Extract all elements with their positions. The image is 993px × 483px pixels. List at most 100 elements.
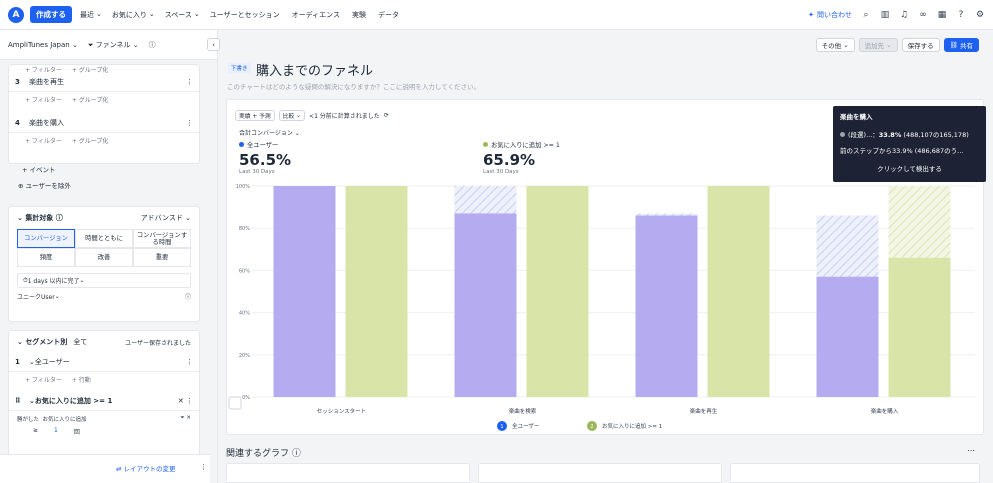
apps-icon[interactable]: ▦ xyxy=(937,10,947,20)
segment-action-link[interactable]: + 行動 xyxy=(71,376,91,384)
main-panel: その他 ⌄ 追加先 ⌄ 保存する ⛓ 共有 下書き 購入までのファネル このチャ… xyxy=(224,30,985,483)
save-button[interactable]: 保存する xyxy=(901,38,940,52)
more-icon[interactable]: ⋯ xyxy=(967,446,975,455)
advanced-dropdown[interactable]: アドバンスド ⌄ xyxy=(140,214,191,222)
add-group-link[interactable]: + グループ化 xyxy=(71,96,109,104)
compare-select[interactable]: 比較 ⌄ xyxy=(278,110,306,121)
chevron-down-icon: ⌄ xyxy=(96,9,102,18)
segment-title: セグメント別 xyxy=(25,338,68,346)
search-icon[interactable]: ⌕ xyxy=(863,10,869,20)
metric-select[interactable]: 合計コンバージョン ⌄ xyxy=(239,130,300,137)
x-tick-label: 楽曲を再生 xyxy=(690,407,718,415)
chart-tooltip: 楽曲を購入 (段選)...：33.8% (488,107の165,178) 前の… xyxy=(833,106,986,182)
display-mode-select[interactable]: 実績 + 予測 xyxy=(235,110,275,121)
bar xyxy=(454,213,517,397)
chevron-down-icon: ⌄ xyxy=(148,9,155,18)
nav-item[interactable]: スペース xyxy=(164,10,192,19)
refresh-icon[interactable]: ⟳ xyxy=(383,112,389,119)
aggregation-card: ⌄ 集計対象 ⓘ アドバンスド ⌄ コンバージョン 時間とともに コンバージョンする時… xyxy=(8,206,200,322)
nav-item[interactable]: 実験 xyxy=(352,10,367,19)
page-title[interactable]: 購入までのファネル xyxy=(256,64,374,79)
legend-marker xyxy=(587,421,597,431)
draft-badge: 下書き xyxy=(228,63,251,73)
y-tick-label: 40% xyxy=(239,311,250,317)
tooltip-title: 楽曲を購入 xyxy=(840,113,873,121)
event-step-3[interactable]: 3 楽曲を再生 ⋮ xyxy=(9,73,199,92)
related-charts-title: 関連するグラフ ⓘ xyxy=(226,449,301,459)
legend-label: お気に入りに追加 >= 1 xyxy=(602,422,662,430)
tab-frequency[interactable]: 頻度 xyxy=(17,248,75,267)
x-tick-label: セッションスタート xyxy=(317,407,366,415)
nav-item[interactable]: お気に入り xyxy=(111,10,147,19)
add-filter-link[interactable]: + フィルター xyxy=(25,137,62,145)
y-tick-label: 0% xyxy=(242,395,250,401)
create-button[interactable]: 作成する xyxy=(30,6,72,23)
info-icon[interactable]: ⓘ xyxy=(148,40,156,49)
event-step-4[interactable]: 4 楽曲を購入 ⋮ xyxy=(9,114,199,133)
segment-row-2[interactable]: ⠿ ⌄ お気に入りに追加 >= 1 ✕ ⋮ xyxy=(9,392,199,411)
bell-icon[interactable]: ♫ xyxy=(899,10,909,20)
tooltip-line1: (段選)...：33.8% (488,107の165,178) xyxy=(840,129,979,139)
nav-item[interactable]: オーディエンス xyxy=(291,10,341,19)
legend-number: 2 xyxy=(590,424,593,430)
segment-all-dropdown[interactable]: 全て xyxy=(73,338,88,346)
sparkle-icon: ✦ xyxy=(808,11,814,19)
link-icon[interactable]: ∞ xyxy=(919,10,927,20)
more-icon: ⋮ xyxy=(186,78,193,86)
sidebar: AmpliTunes Japan ⌄ ⏷ ファンネル ⌄ ⓘ ‹ + フィルター… xyxy=(0,30,220,483)
tab-conversion[interactable]: コンバージョン xyxy=(17,229,75,248)
tab-time-to-convert[interactable]: コンバージョンする時間 xyxy=(133,229,191,248)
share-button[interactable]: ⛓ 共有 xyxy=(943,38,979,52)
legend-marker xyxy=(497,421,507,431)
scroll-left-button xyxy=(228,396,242,410)
more-icon[interactable]: ⋮ xyxy=(200,463,207,471)
more-icon: ⋮ xyxy=(186,119,193,127)
y-tick-label: 20% xyxy=(239,353,250,359)
bar xyxy=(345,186,408,397)
tooltip-line2: 前のステップから33.9% (486,687のう… xyxy=(840,147,964,155)
contact-button[interactable]: ✦ 問い合わせ xyxy=(808,10,852,20)
exclude-users-link[interactable]: ⊕ ユーザーを除外 xyxy=(18,182,71,190)
tab-improvement[interactable]: 改善 xyxy=(75,248,133,267)
help-icon[interactable]: ? xyxy=(958,10,964,20)
segment-filter-link[interactable]: + フィルター xyxy=(25,376,62,384)
related-card[interactable] xyxy=(730,463,980,483)
add-filter-link[interactable]: + フィルター xyxy=(25,96,62,104)
x-tick-label: 楽曲を購入 xyxy=(871,407,899,415)
more-actions-button[interactable]: その他 ⌄ xyxy=(815,38,855,52)
bar xyxy=(707,186,770,397)
legend-label: 全ユーザー xyxy=(512,422,539,430)
legend-number: 1 xyxy=(500,424,503,430)
x-tick-label: 楽曲を検索 xyxy=(509,407,537,415)
amplitude-logo[interactable]: A xyxy=(8,6,24,23)
related-card[interactable] xyxy=(226,463,470,483)
nav-item[interactable]: 最近 xyxy=(80,10,94,19)
tooltip-cta[interactable]: クリックして検出する xyxy=(877,165,942,173)
chart-icon[interactable]: ▥ xyxy=(880,10,890,20)
bar xyxy=(526,186,589,397)
project-selector[interactable]: AmpliTunes Japan ⌄ xyxy=(8,40,78,49)
metric-all-users: 全ユーザー 56.5% Last 30 Days xyxy=(239,142,292,175)
related-card[interactable] xyxy=(478,463,722,483)
y-tick-label: 60% xyxy=(239,268,250,274)
funnel-icon: ⏷ xyxy=(87,40,94,49)
add-event-link[interactable]: + イベント xyxy=(22,166,56,174)
bar xyxy=(635,215,698,397)
chart-description[interactable]: このチャートはどのような疑問の解決になりますか？ここに説明を入力してください。 xyxy=(227,83,481,91)
add-to-button[interactable]: 追加先 ⌄ xyxy=(858,38,898,52)
y-tick-label: 80% xyxy=(239,226,250,232)
settings-icon[interactable]: ⚙ xyxy=(975,10,985,20)
add-group-link[interactable]: + グループ化 xyxy=(71,137,109,145)
chart-type-selector[interactable]: ⏷ ファンネル ⌄ xyxy=(87,40,139,49)
unique-user-select[interactable]: ユニークUser ⌄ ⓘ xyxy=(17,293,191,301)
tab-importance[interactable]: 重要 xyxy=(133,248,191,267)
layout-change-button[interactable]: ⇄ レイアウトの変更 xyxy=(116,465,176,473)
collapse-sidebar-button[interactable]: ‹ xyxy=(207,38,220,51)
y-tick-label: 100% xyxy=(236,184,251,190)
tab-over-time[interactable]: 時間とともに xyxy=(75,229,133,248)
nav-item[interactable]: データ xyxy=(378,10,400,19)
bar xyxy=(273,186,336,397)
conversion-window-select[interactable]: ⏱ 1 days 以内に完了 ⌄ xyxy=(17,273,191,288)
segment-row-1[interactable]: 1 ⌄ 全ユーザー ⋮ xyxy=(9,353,199,372)
nav-item[interactable]: ユーザーとセッション xyxy=(209,10,280,19)
